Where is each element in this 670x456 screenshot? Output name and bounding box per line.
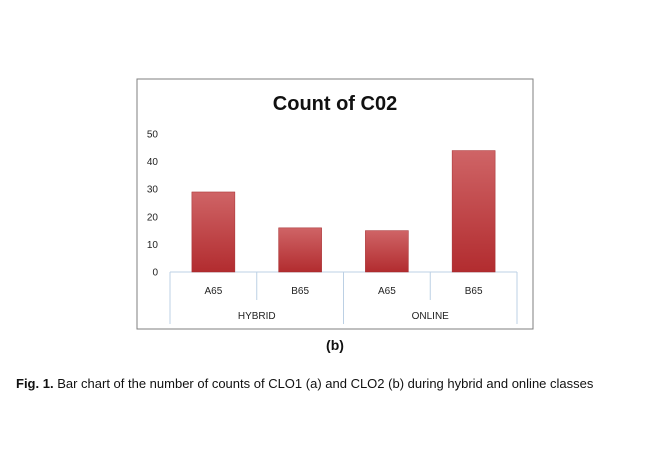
panel-label: (b) bbox=[326, 337, 344, 353]
category-labels: A65 B65 A65 B65 bbox=[204, 286, 482, 297]
x-tick-label: A65 bbox=[378, 286, 396, 297]
y-tick-label: 40 bbox=[147, 157, 159, 168]
group-label: ONLINE bbox=[412, 311, 450, 322]
y-tick-label: 0 bbox=[152, 268, 158, 279]
bar bbox=[278, 227, 322, 273]
group-labels: HYBRID ONLINE bbox=[238, 311, 449, 322]
x-tick-label: A65 bbox=[204, 286, 222, 297]
bar bbox=[365, 230, 409, 273]
group-label: HYBRID bbox=[238, 311, 276, 322]
y-tick-label: 10 bbox=[147, 240, 159, 251]
caption-label: Fig. 1. bbox=[16, 376, 54, 391]
figure-caption: Fig. 1. Bar chart of the number of count… bbox=[16, 376, 666, 391]
bar bbox=[191, 191, 236, 273]
chart-title: Count of C02 bbox=[273, 93, 397, 115]
y-tick-label: 50 bbox=[147, 130, 159, 141]
x-tick-label: B65 bbox=[291, 286, 309, 297]
bars bbox=[191, 150, 496, 273]
y-tick-label: 30 bbox=[147, 185, 159, 196]
x-tick-label: B65 bbox=[465, 286, 483, 297]
y-axis-ticks: 0 10 20 30 40 50 bbox=[147, 130, 159, 279]
caption-text: Bar chart of the number of counts of CLO… bbox=[57, 376, 594, 391]
y-tick-label: 20 bbox=[147, 212, 159, 223]
bar bbox=[451, 150, 496, 273]
